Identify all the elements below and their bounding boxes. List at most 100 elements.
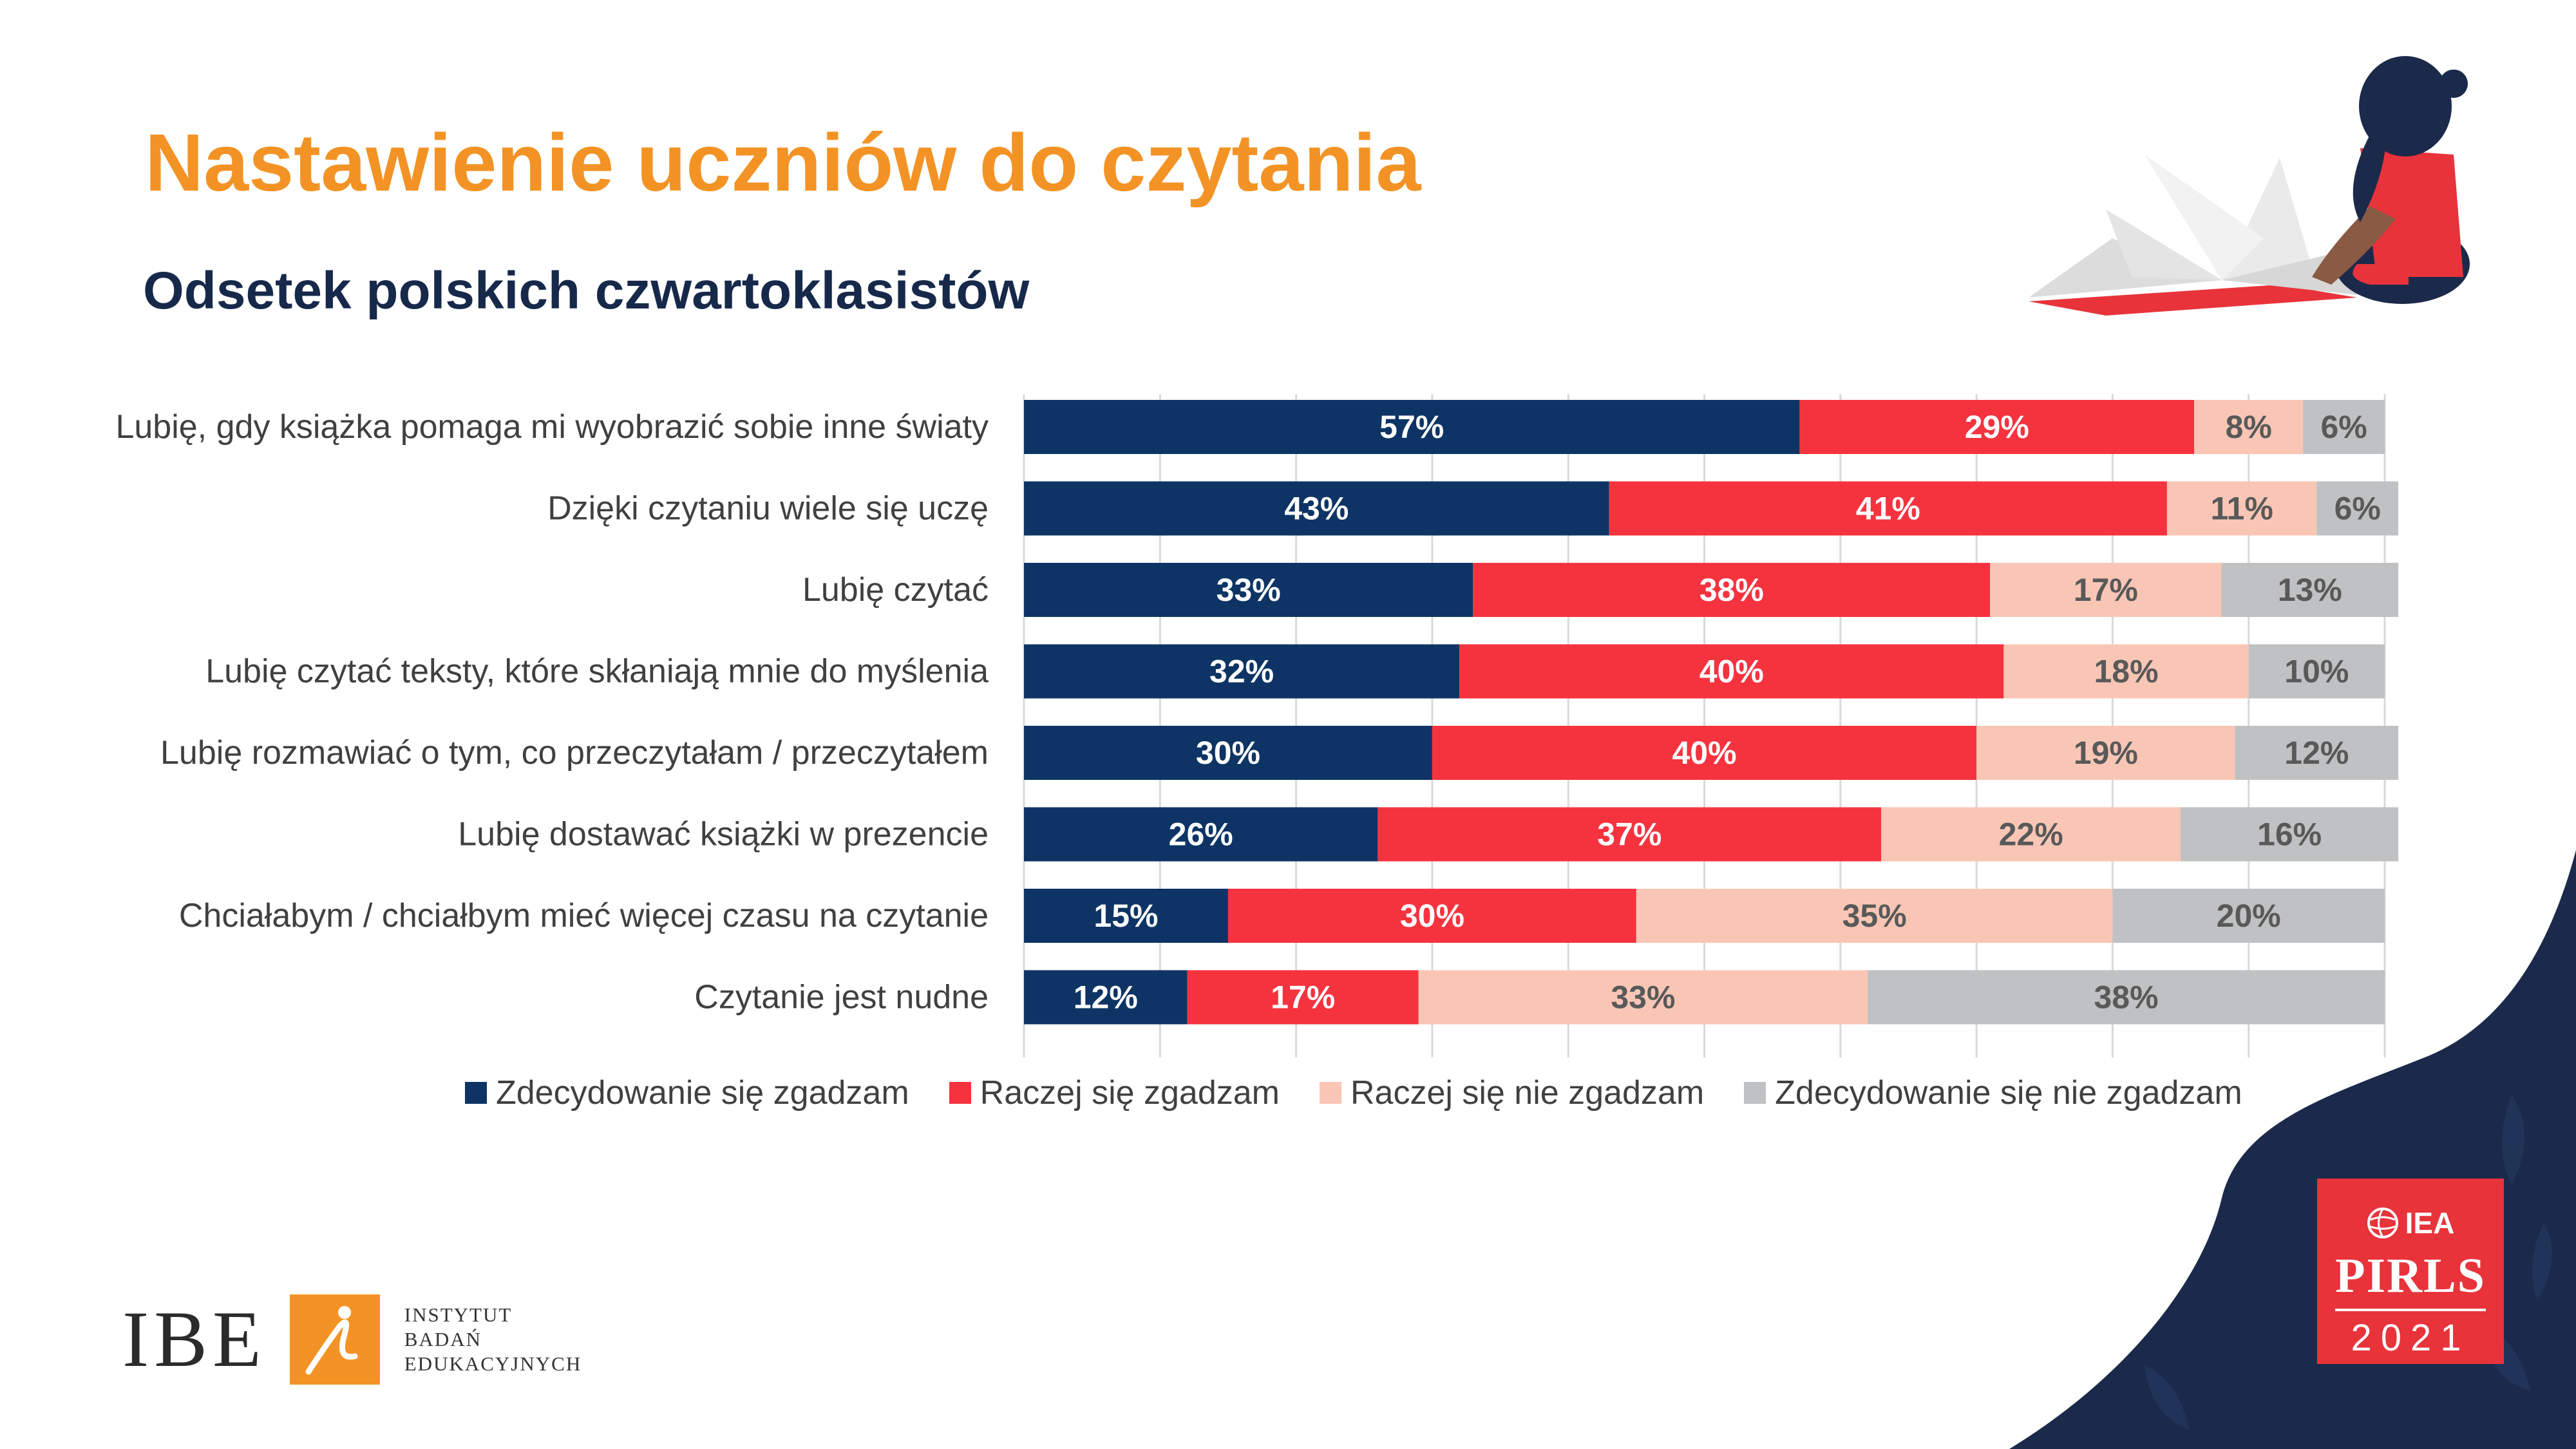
data-label: 40%	[1672, 735, 1736, 771]
bar-segment	[1636, 889, 2113, 943]
pirls-logo-year: 2021	[2351, 1317, 2470, 1359]
data-label: 57%	[1379, 409, 1444, 445]
page-subtitle: Odsetek polskich czwartoklasistów	[143, 261, 1030, 320]
bar-segment	[2003, 644, 2249, 699]
bar-segment	[1024, 726, 1432, 780]
bar-segment	[2112, 889, 2385, 943]
data-label: 30%	[1196, 735, 1260, 771]
bar-segment	[2166, 481, 2317, 536]
data-label: 8%	[2226, 409, 2272, 445]
legend-label: Zdecydowanie się nie zgadzam	[1775, 1074, 2242, 1112]
bar-segment	[2248, 644, 2385, 699]
legend-item-strongly-agree: Zdecydowanie się zgadzam	[465, 1074, 909, 1112]
legend-item-somewhat-disagree: Raczej się nie zgadzam	[1319, 1074, 1705, 1112]
bar-segment	[1473, 563, 1991, 617]
iea-logo-text: IEA	[2405, 1206, 2455, 1240]
data-label: 6%	[2320, 409, 2367, 445]
page-title: Nastawienie uczniów do czytania	[145, 117, 1421, 208]
reading-girl-illustration	[2029, 56, 2470, 316]
data-label: 38%	[2094, 980, 2158, 1016]
legend-item-somewhat-agree: Raczej się zgadzam	[949, 1074, 1280, 1112]
category-label: Chciałabym / chciałbym mieć więcej czasu…	[179, 897, 989, 934]
bar-segment	[1976, 726, 2235, 780]
data-label: 29%	[1965, 409, 2029, 445]
data-label: 11%	[2210, 491, 2273, 527]
pirls-2021-logo: IEA PIRLS 2021	[2317, 1179, 2504, 1364]
data-label: 13%	[2278, 572, 2342, 608]
category-label: Lubię czytać teksty, które skłaniają mni…	[205, 653, 989, 690]
legend-swatch	[1319, 1082, 1341, 1104]
bar-segment	[2194, 400, 2304, 454]
legend-label: Zdecydowanie się zgadzam	[496, 1074, 909, 1112]
data-label: 17%	[2074, 572, 2138, 608]
bar-segment	[1024, 644, 1460, 699]
bar-segment	[1024, 807, 1378, 862]
bar-segment	[1378, 807, 1882, 862]
data-label: 6%	[2334, 491, 2381, 527]
chart-legend: Zdecydowanie się zgadzam Raczej się zgad…	[465, 1070, 2282, 1115]
data-label: 33%	[1217, 572, 1281, 608]
category-label: Lubię rozmawiać o tym, co przeczytałam /…	[160, 734, 989, 772]
bar-segment	[1024, 400, 1800, 454]
bar-segment	[1024, 970, 1188, 1025]
pirls-logo-name: PIRLS	[2335, 1249, 2486, 1303]
legend-label: Raczej się nie zgadzam	[1350, 1074, 1705, 1112]
category-label: Lubię, gdy książka pomaga mi wyobrazić s…	[115, 408, 989, 446]
ibe-logo: IBE INSTYTUT BADAŃ EDUKACYJNYCH	[122, 1294, 582, 1385]
data-label: 30%	[1400, 898, 1464, 934]
category-label: Lubię czytać	[802, 571, 989, 609]
data-label: 43%	[1284, 491, 1349, 527]
data-label: 12%	[2284, 735, 2349, 771]
bar-segment	[1881, 807, 2181, 862]
ibe-logo-name-line: EDUKACYJNYCH	[404, 1352, 582, 1375]
chart-category-labels: Lubię, gdy książka pomaga mi wyobrazić s…	[115, 408, 989, 1016]
chart-bars: 57% 29% 8% 6% 43% 41% 11% 6% 33% 38% 17% 13% 32% 40% 1…	[1024, 400, 2399, 1025]
data-label: 26%	[1169, 817, 1233, 853]
ibe-logo-name: INSTYTUT BADAŃ EDUKACYJNYCH	[404, 1303, 582, 1376]
bar-segment	[1868, 970, 2385, 1025]
legend-swatch	[1744, 1082, 1766, 1104]
globe-icon	[2367, 1208, 2398, 1238]
bar-segment	[1609, 481, 2167, 536]
ibe-logo-mark-icon	[289, 1294, 380, 1385]
data-label: 38%	[1700, 572, 1764, 608]
bar-segment	[1432, 726, 1977, 780]
data-label: 15%	[1094, 898, 1158, 934]
bar-segment	[1990, 563, 2222, 617]
ibe-logo-letters: IBE	[122, 1295, 267, 1383]
data-label: 37%	[1597, 817, 1662, 853]
legend-swatch	[465, 1082, 487, 1104]
bar-segment	[1227, 889, 1636, 943]
data-label: 33%	[1611, 980, 1675, 1016]
bar-segment	[1418, 970, 1868, 1025]
data-label: 32%	[1209, 654, 1274, 690]
bar-segment	[1799, 400, 2195, 454]
bar-segment	[1187, 970, 1419, 1025]
category-label: Czytanie jest nudne	[694, 979, 989, 1016]
bar-segment	[2316, 481, 2399, 536]
bar-segment	[1024, 563, 1473, 617]
legend-item-strongly-disagree: Zdecydowanie się nie zgadzam	[1744, 1074, 2242, 1112]
category-label: Lubię dostawać książki w prezencie	[458, 816, 989, 853]
data-label: 16%	[2257, 817, 2322, 853]
ibe-logo-name-line: BADAŃ	[404, 1328, 482, 1351]
iea-logo: IEA	[2317, 1206, 2504, 1240]
data-label: 19%	[2074, 735, 2138, 771]
bar-segment	[1024, 481, 1609, 536]
pirls-logo-divider	[2335, 1309, 2486, 1311]
bar-segment	[2235, 726, 2399, 780]
data-label: 12%	[1074, 980, 1138, 1016]
data-label: 41%	[1856, 491, 1920, 527]
data-label: 40%	[1700, 654, 1764, 690]
data-label: 17%	[1271, 980, 1335, 1016]
bar-segment	[1024, 889, 1228, 943]
legend-label: Raczej się zgadzam	[980, 1074, 1280, 1112]
bar-segment	[1459, 644, 2004, 699]
data-label: 22%	[1999, 817, 2063, 853]
bar-segment	[2221, 563, 2399, 617]
category-label: Dzięki czytaniu wiele się uczę	[547, 490, 989, 527]
ibe-logo-name-line: INSTYTUT	[404, 1303, 513, 1327]
data-label: 18%	[2094, 654, 2158, 690]
data-label: 10%	[2284, 654, 2349, 690]
